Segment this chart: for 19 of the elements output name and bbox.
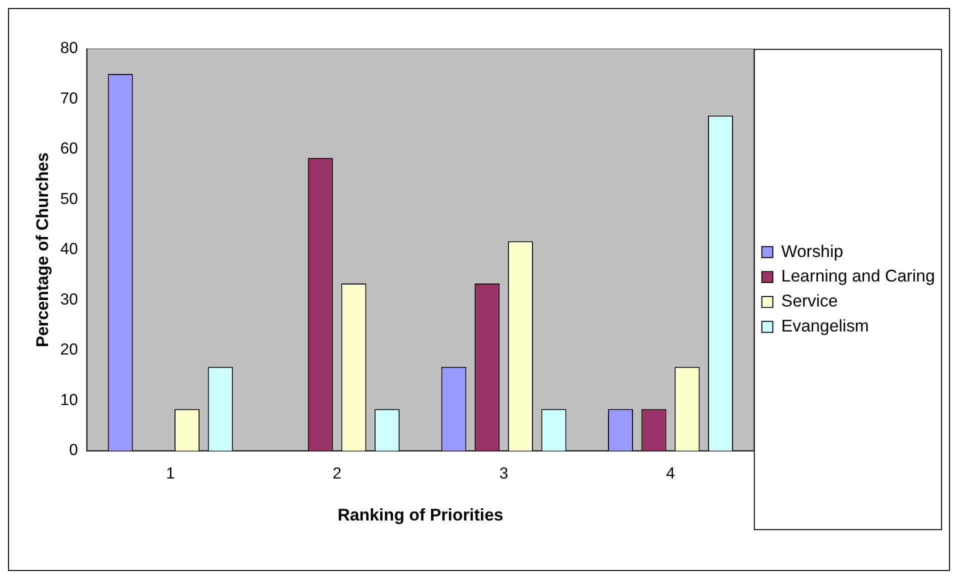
y-tick-label: 20 [60, 342, 78, 359]
legend-label: Service [781, 292, 838, 311]
y-tick-label: 30 [60, 291, 78, 308]
y-tick-label: 0 [69, 442, 78, 460]
y-tick-label: 50 [60, 190, 78, 208]
y-tick-label: 10 [60, 392, 78, 409]
y-tick-label: 70 [60, 90, 78, 108]
legend-label: Worship [781, 242, 844, 261]
y-tick-label: 40 [60, 241, 78, 258]
x-tick-label: 2 [332, 466, 342, 483]
y-tick-label: 80 [60, 40, 78, 58]
legend-label: Learning and Caring [781, 266, 935, 286]
y-axis-title: Percentage of Churches [32, 152, 52, 348]
x-tick-label: 4 [666, 466, 676, 483]
y-tick-label: 60 [60, 140, 78, 158]
legend-label: Evangelism [781, 316, 869, 336]
x-tick-label: 3 [499, 466, 508, 483]
x-tick-label: 1 [166, 466, 175, 483]
x-axis-title: Ranking of Priorities [338, 506, 504, 525]
